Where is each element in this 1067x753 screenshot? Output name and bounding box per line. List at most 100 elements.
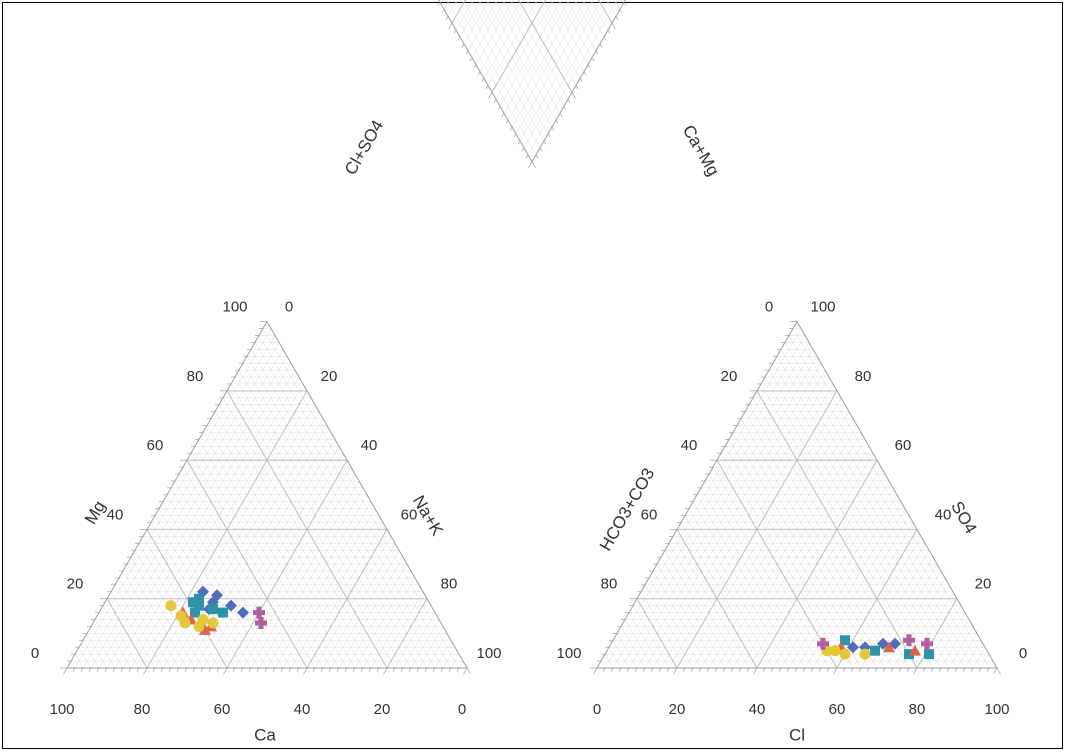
anion-triangle-tick <box>956 598 961 605</box>
anion-triangle-tick <box>936 563 940 568</box>
anion-triangle-tick <box>952 591 956 596</box>
anion-triangle-tick <box>864 439 868 444</box>
diamond-tick <box>448 22 453 30</box>
cation-triangle-tick <box>290 362 294 367</box>
anion-triangle-gridline <box>628 612 662 669</box>
cation-triangle-tick <box>160 667 164 672</box>
anion-triangle-tick <box>848 411 852 416</box>
anion-left-tick-label: 0 <box>765 299 773 316</box>
anion-triangle-tick <box>856 425 860 430</box>
cation-triangle-gridline <box>386 598 428 669</box>
anion-triangle-gridline <box>632 605 670 669</box>
anion-triangle-tick <box>850 667 854 672</box>
anion-triangle-tick <box>940 570 944 575</box>
diamond-axis-title-left: Cl+SO4 <box>341 117 387 178</box>
anion-triangle-tick <box>738 667 742 672</box>
anion-triangle-gridline <box>612 640 630 669</box>
anion-right-tick-label: 0 <box>1019 645 1027 662</box>
anion-triangle-gridline <box>768 369 942 669</box>
cation-bottom-tick-label: 0 <box>458 701 466 718</box>
anion-triangle-tick <box>836 390 841 398</box>
cation-triangle-gridline <box>362 577 416 669</box>
cation-triangle-gridline <box>190 453 316 669</box>
diamond-gridline <box>542 0 585 72</box>
cation-triangle-tick <box>398 550 402 554</box>
cation-triangle-gridline <box>458 660 464 669</box>
cation-triangle-tick <box>466 667 471 675</box>
cation-triangle-gridline <box>378 591 424 669</box>
cation-triangle-tick <box>112 667 116 672</box>
anion-triangle-tick <box>860 432 864 437</box>
anion-triangle-gridline <box>672 536 750 669</box>
anion-triangle-gridline <box>788 487 894 669</box>
anion-triangle-gridline <box>700 411 850 669</box>
anion-triangle-gridline <box>736 425 878 669</box>
anion-triangle-gridline <box>720 453 846 669</box>
cation-data-point <box>218 607 228 618</box>
cation-triangle-gridline <box>138 383 304 669</box>
anion-triangle-tick <box>753 667 758 675</box>
anion-bottom-tick-label: 60 <box>829 701 846 718</box>
cation-triangle-gridline <box>174 480 284 669</box>
diamond-gridline <box>526 0 577 86</box>
anion-triangle-tick <box>930 667 934 672</box>
anion-data-point <box>883 641 895 653</box>
cation-triangle-gridline <box>258 487 364 669</box>
anion-triangle-gridline <box>764 466 882 669</box>
anion-triangle-gridline <box>940 619 970 669</box>
cation-data-point <box>199 623 211 635</box>
anion-triangle-gridline <box>680 522 766 669</box>
cation-triangle-gridline <box>426 633 448 669</box>
diamond-gridline <box>470 0 549 135</box>
cation-triangle-tick <box>440 667 444 672</box>
anion-triangle-gridline <box>616 633 638 669</box>
cation-triangle-gridline <box>146 529 228 669</box>
cation-triangle-gridline <box>118 577 172 669</box>
cation-bottom-tick-label: 60 <box>214 701 231 718</box>
cation-triangle-gridline <box>122 369 296 669</box>
anion-triangle-gridline <box>636 356 818 669</box>
cation-triangle-tick <box>383 667 388 675</box>
anion-triangle-tick <box>706 667 710 672</box>
cation-triangle-tick <box>136 667 140 672</box>
cation-triangle-gridline <box>162 501 260 669</box>
anion-triangle-gridline <box>708 473 822 669</box>
anion-triangle-gridline <box>604 654 614 669</box>
cation-triangle-gridline <box>94 619 124 669</box>
cation-triangle-gridline <box>298 522 384 669</box>
anion-triangle-tick <box>832 383 836 388</box>
diamond-tick <box>623 2 627 6</box>
anion-triangle-tick <box>900 501 904 506</box>
cation-triangle-gridline <box>90 626 116 669</box>
anion-triangle-gridline <box>980 654 990 669</box>
anion-triangle-tick <box>852 418 856 423</box>
diamond-gridline <box>478 0 553 128</box>
cation-triangle-gridline <box>410 619 440 669</box>
anion-triangle-tick <box>833 667 838 675</box>
cation-triangle-tick <box>320 667 324 672</box>
cation-triangle-tick <box>360 667 364 672</box>
cation-triangle-tick <box>378 515 382 520</box>
anion-triangle-tick <box>824 369 828 374</box>
anion-triangle-gridline <box>660 557 726 669</box>
cation-triangle-tick <box>152 667 156 672</box>
cation-triangle-gridline <box>202 439 336 669</box>
cation-triangle-tick <box>358 480 362 485</box>
anion-triangle-gridline <box>652 369 826 669</box>
cation-triangle-gridline <box>290 515 380 669</box>
diamond-gridline <box>455 0 474 31</box>
cation-triangle-tick <box>298 376 302 381</box>
cation-triangle-tick <box>216 667 220 672</box>
anion-axis-title-bottom: Cl <box>789 725 805 744</box>
cation-triangle-tick <box>462 660 466 665</box>
cation-triangle-tick <box>223 667 228 675</box>
anion-triangle-tick <box>904 508 908 513</box>
anion-triangle-tick <box>932 556 936 561</box>
diamond-gridline <box>439 0 442 3</box>
cation-triangle-tick <box>330 432 334 437</box>
diamond-gridline <box>471 0 506 58</box>
cation-data-point <box>255 616 267 629</box>
cation-triangle-gridline <box>182 466 300 669</box>
cation-data-point <box>253 606 265 619</box>
cation-triangle-gridline <box>198 439 332 669</box>
